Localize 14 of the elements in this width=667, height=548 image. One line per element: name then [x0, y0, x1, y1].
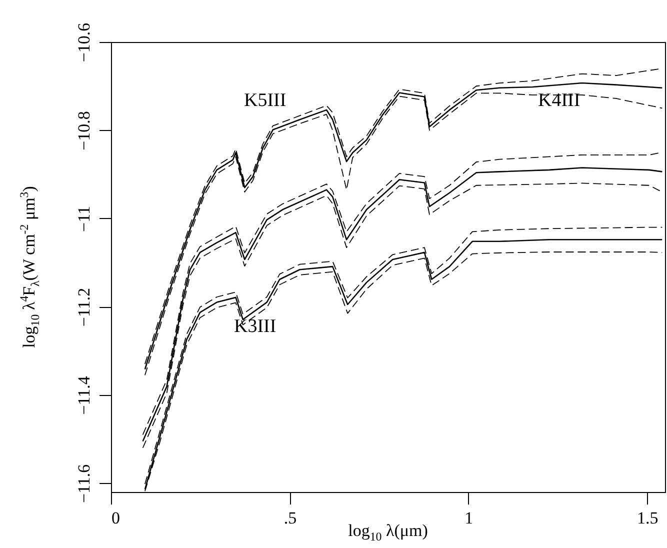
annotation: K5III	[244, 90, 286, 112]
y-tick-label: −11.4	[74, 376, 94, 415]
y-tick-label: −10.6	[74, 22, 94, 62]
y-tick-label: −10.8	[74, 111, 94, 150]
y-tick-label: −11.6	[74, 464, 94, 504]
annotation: K3III	[234, 316, 276, 338]
y-tick-label: −11.2	[74, 288, 94, 327]
x-tick-label: 1	[464, 508, 474, 528]
x-axis-title: log$_{10}$ λ(μm)	[348, 521, 428, 544]
annotation: K4III	[538, 90, 580, 112]
x-tick-label: 0	[112, 508, 120, 528]
x-tick-label: 1.5	[637, 508, 658, 528]
y-tick-label: −11	[74, 206, 94, 232]
x-tick-label: .5	[284, 508, 297, 528]
